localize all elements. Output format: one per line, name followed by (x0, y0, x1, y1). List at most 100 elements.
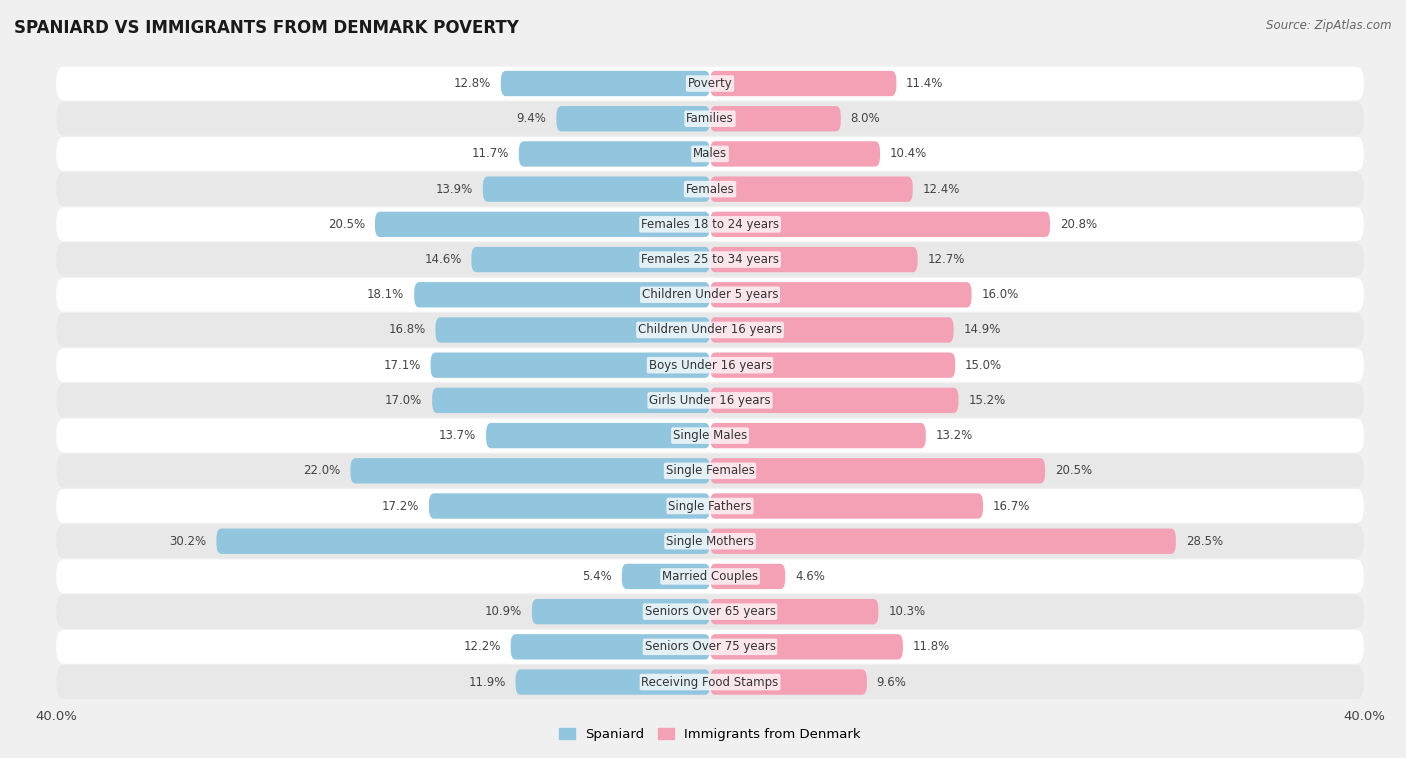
FancyBboxPatch shape (710, 352, 955, 377)
Text: Single Fathers: Single Fathers (668, 500, 752, 512)
Text: 17.2%: 17.2% (381, 500, 419, 512)
FancyBboxPatch shape (56, 172, 1364, 206)
FancyBboxPatch shape (56, 559, 1364, 594)
Text: 11.8%: 11.8% (912, 641, 950, 653)
Text: 14.6%: 14.6% (425, 253, 461, 266)
Text: Children Under 16 years: Children Under 16 years (638, 324, 782, 337)
FancyBboxPatch shape (710, 493, 983, 518)
FancyBboxPatch shape (217, 528, 710, 554)
FancyBboxPatch shape (436, 318, 710, 343)
Text: 12.7%: 12.7% (928, 253, 965, 266)
Text: Seniors Over 75 years: Seniors Over 75 years (644, 641, 776, 653)
FancyBboxPatch shape (56, 67, 1364, 100)
FancyBboxPatch shape (56, 666, 1364, 699)
Text: 20.8%: 20.8% (1060, 218, 1097, 231)
FancyBboxPatch shape (430, 352, 710, 377)
Text: Single Mothers: Single Mothers (666, 534, 754, 548)
Legend: Spaniard, Immigrants from Denmark: Spaniard, Immigrants from Denmark (554, 723, 866, 747)
Text: 9.6%: 9.6% (877, 675, 907, 688)
Text: 30.2%: 30.2% (170, 534, 207, 548)
Text: 10.3%: 10.3% (889, 605, 925, 618)
Text: 10.9%: 10.9% (485, 605, 522, 618)
FancyBboxPatch shape (531, 599, 710, 625)
Text: Source: ZipAtlas.com: Source: ZipAtlas.com (1267, 19, 1392, 32)
FancyBboxPatch shape (56, 630, 1364, 664)
Text: 12.2%: 12.2% (464, 641, 501, 653)
FancyBboxPatch shape (56, 313, 1364, 347)
FancyBboxPatch shape (56, 595, 1364, 628)
Text: 4.6%: 4.6% (794, 570, 825, 583)
FancyBboxPatch shape (710, 106, 841, 131)
Text: 20.5%: 20.5% (328, 218, 366, 231)
Text: 15.0%: 15.0% (965, 359, 1002, 371)
Text: 5.4%: 5.4% (582, 570, 612, 583)
Text: 16.0%: 16.0% (981, 288, 1018, 301)
FancyBboxPatch shape (56, 278, 1364, 312)
Text: 20.5%: 20.5% (1054, 465, 1092, 478)
FancyBboxPatch shape (710, 458, 1045, 484)
Text: 12.8%: 12.8% (454, 77, 491, 90)
Text: Males: Males (693, 148, 727, 161)
FancyBboxPatch shape (710, 634, 903, 659)
FancyBboxPatch shape (710, 177, 912, 202)
FancyBboxPatch shape (710, 211, 1050, 237)
Text: Females 18 to 24 years: Females 18 to 24 years (641, 218, 779, 231)
Text: 18.1%: 18.1% (367, 288, 405, 301)
FancyBboxPatch shape (710, 282, 972, 308)
FancyBboxPatch shape (56, 137, 1364, 171)
FancyBboxPatch shape (710, 70, 897, 96)
FancyBboxPatch shape (56, 348, 1364, 382)
FancyBboxPatch shape (56, 243, 1364, 277)
FancyBboxPatch shape (710, 141, 880, 167)
FancyBboxPatch shape (710, 388, 959, 413)
Text: 9.4%: 9.4% (517, 112, 547, 125)
FancyBboxPatch shape (350, 458, 710, 484)
Text: Single Males: Single Males (673, 429, 747, 442)
FancyBboxPatch shape (710, 318, 953, 343)
Text: 14.9%: 14.9% (963, 324, 1001, 337)
Text: 22.0%: 22.0% (304, 465, 340, 478)
FancyBboxPatch shape (415, 282, 710, 308)
Text: SPANIARD VS IMMIGRANTS FROM DENMARK POVERTY: SPANIARD VS IMMIGRANTS FROM DENMARK POVE… (14, 19, 519, 37)
FancyBboxPatch shape (516, 669, 710, 695)
Text: Receiving Food Stamps: Receiving Food Stamps (641, 675, 779, 688)
FancyBboxPatch shape (510, 634, 710, 659)
FancyBboxPatch shape (519, 141, 710, 167)
FancyBboxPatch shape (710, 564, 785, 589)
FancyBboxPatch shape (56, 525, 1364, 558)
Text: 12.4%: 12.4% (922, 183, 960, 196)
FancyBboxPatch shape (621, 564, 710, 589)
FancyBboxPatch shape (56, 489, 1364, 523)
FancyBboxPatch shape (56, 208, 1364, 241)
Text: Boys Under 16 years: Boys Under 16 years (648, 359, 772, 371)
Text: Seniors Over 65 years: Seniors Over 65 years (644, 605, 776, 618)
FancyBboxPatch shape (56, 418, 1364, 453)
Text: 10.4%: 10.4% (890, 148, 927, 161)
FancyBboxPatch shape (710, 247, 918, 272)
FancyBboxPatch shape (471, 247, 710, 272)
Text: 16.8%: 16.8% (388, 324, 426, 337)
FancyBboxPatch shape (432, 388, 710, 413)
FancyBboxPatch shape (710, 528, 1175, 554)
Text: 11.7%: 11.7% (471, 148, 509, 161)
FancyBboxPatch shape (56, 102, 1364, 136)
FancyBboxPatch shape (501, 70, 710, 96)
Text: 13.2%: 13.2% (935, 429, 973, 442)
Text: 17.1%: 17.1% (384, 359, 420, 371)
Text: Families: Families (686, 112, 734, 125)
FancyBboxPatch shape (710, 599, 879, 625)
Text: Poverty: Poverty (688, 77, 733, 90)
Text: Females 25 to 34 years: Females 25 to 34 years (641, 253, 779, 266)
FancyBboxPatch shape (486, 423, 710, 448)
Text: 11.9%: 11.9% (468, 675, 506, 688)
Text: Females: Females (686, 183, 734, 196)
Text: 13.9%: 13.9% (436, 183, 472, 196)
FancyBboxPatch shape (710, 669, 868, 695)
FancyBboxPatch shape (56, 454, 1364, 487)
Text: 8.0%: 8.0% (851, 112, 880, 125)
FancyBboxPatch shape (710, 423, 925, 448)
FancyBboxPatch shape (56, 384, 1364, 418)
Text: 13.7%: 13.7% (439, 429, 477, 442)
Text: 28.5%: 28.5% (1185, 534, 1223, 548)
Text: Single Females: Single Females (665, 465, 755, 478)
